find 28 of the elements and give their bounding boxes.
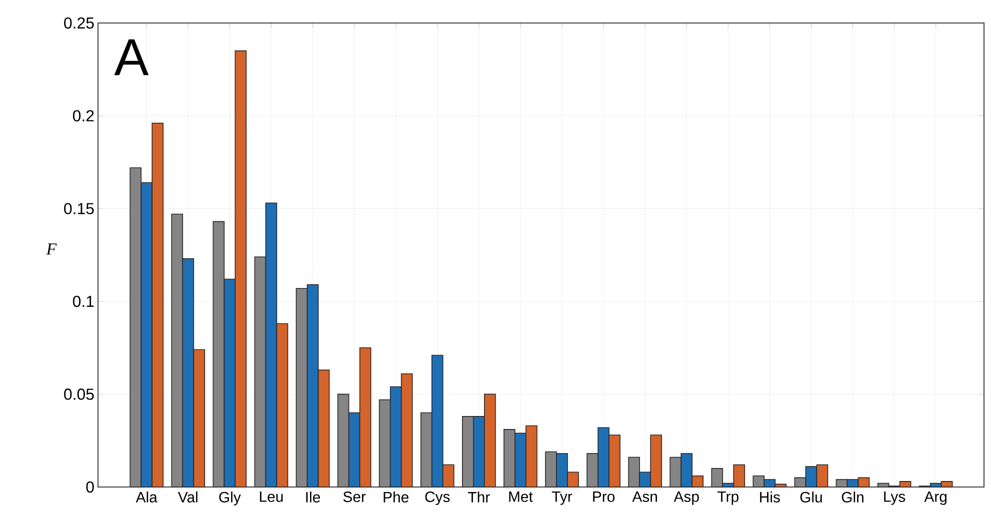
y-tick-label: 0 [86,481,94,493]
x-tick-label: Tyr [552,492,572,505]
annotation: A [114,39,149,76]
x-tick-label: Ala [136,492,158,502]
x-tick-label: Trp [718,492,738,505]
y-tick-label: 0.05 [64,388,94,400]
x-tick-label: Ile [306,492,320,502]
x-tick-label: Gln [842,492,864,502]
x-tick-label: Asn [632,492,657,502]
y-tick-label: 0.1 [72,296,94,308]
x-tick-label: Ser [343,492,366,502]
x-tick-label: Cys [425,492,450,506]
x-tick-label: Pro [593,492,615,502]
x-tick-label: Arg [924,492,946,505]
x-tick-label: Lys [884,492,906,505]
y-tick-label: 0.25 [64,17,94,29]
x-tick-label: Glu [800,492,822,502]
y-tick-label: 0.15 [64,202,94,214]
y-tick-label: 0.2 [72,110,94,122]
x-tick-label: Thr [468,492,490,502]
x-tick-label: Leu [260,492,283,502]
x-tick-label: Gly [219,492,241,506]
x-tick-label: His [760,492,780,502]
y-axis-title: F [46,243,57,255]
x-tick-label: Phe [384,492,408,502]
x-tick-label: Asp [674,492,699,505]
x-tick-label: Met [509,492,533,502]
x-tick-label: Val [178,492,198,502]
